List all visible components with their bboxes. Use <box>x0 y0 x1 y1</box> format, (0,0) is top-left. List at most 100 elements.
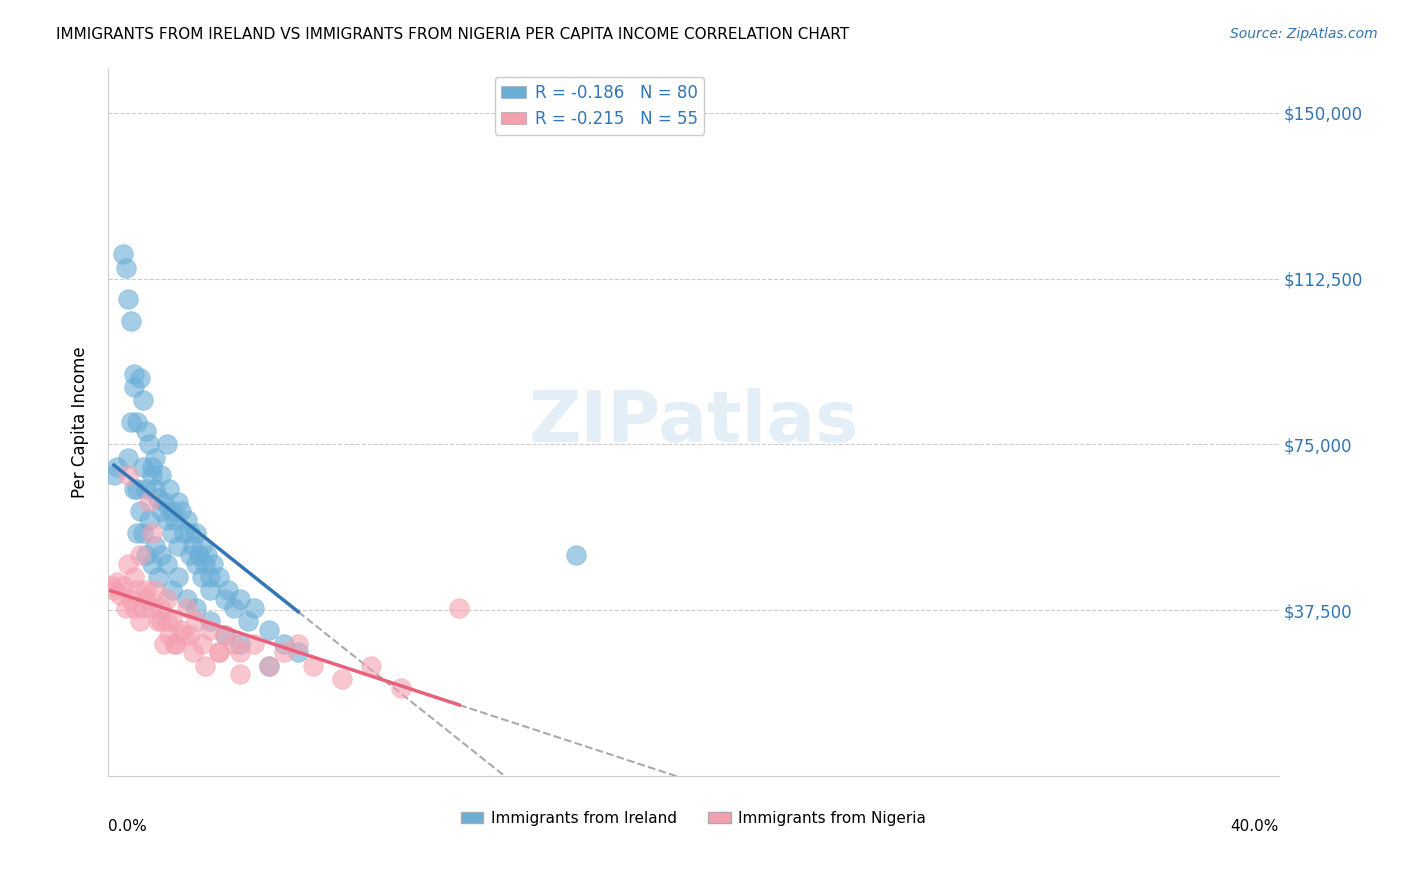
Point <box>167 570 190 584</box>
Point <box>208 570 231 584</box>
Point <box>135 548 157 562</box>
Point <box>124 380 146 394</box>
Point <box>214 592 236 607</box>
Point <box>143 583 166 598</box>
Point <box>257 658 280 673</box>
Point <box>146 570 169 584</box>
Text: 40.0%: 40.0% <box>1230 819 1278 834</box>
Point <box>155 437 177 451</box>
Text: Source: ZipAtlas.com: Source: ZipAtlas.com <box>1230 27 1378 41</box>
Point <box>111 247 134 261</box>
Text: ZIPatlas: ZIPatlas <box>529 388 859 457</box>
Point <box>152 636 174 650</box>
Point <box>152 495 174 509</box>
Point <box>170 624 193 638</box>
Point <box>228 636 250 650</box>
Point <box>330 672 353 686</box>
Point <box>143 450 166 465</box>
Point <box>124 367 146 381</box>
Point <box>208 645 231 659</box>
Point <box>165 636 187 650</box>
Point <box>149 548 172 562</box>
Point <box>179 548 201 562</box>
Point <box>135 482 157 496</box>
Point <box>208 645 231 659</box>
Point <box>124 601 146 615</box>
Point <box>129 548 152 562</box>
Point <box>124 482 146 496</box>
Point <box>190 539 212 553</box>
Point <box>167 539 190 553</box>
Point <box>149 615 172 629</box>
Point <box>117 450 139 465</box>
Point <box>167 495 190 509</box>
Text: IMMIGRANTS FROM IRELAND VS IMMIGRANTS FROM NIGERIA PER CAPITA INCOME CORRELATION: IMMIGRANTS FROM IRELAND VS IMMIGRANTS FR… <box>56 27 849 42</box>
Point <box>181 645 204 659</box>
Point <box>103 468 125 483</box>
Point <box>141 459 163 474</box>
Point <box>214 627 236 641</box>
Point <box>200 570 222 584</box>
Point <box>184 615 207 629</box>
Point <box>165 636 187 650</box>
Point <box>162 615 184 629</box>
Point <box>127 583 149 598</box>
Point <box>159 482 181 496</box>
Point <box>103 583 125 598</box>
Point <box>179 627 201 641</box>
Point <box>120 415 142 429</box>
Point <box>138 437 160 451</box>
Point <box>302 658 325 673</box>
Point <box>193 658 215 673</box>
Point <box>190 570 212 584</box>
Point <box>243 601 266 615</box>
Point <box>190 636 212 650</box>
Point <box>565 548 588 562</box>
Point <box>100 579 122 593</box>
Point <box>155 557 177 571</box>
Point <box>273 645 295 659</box>
Point <box>214 627 236 641</box>
Point <box>228 592 250 607</box>
Point <box>127 415 149 429</box>
Point <box>273 636 295 650</box>
Point <box>193 557 215 571</box>
Point <box>162 504 184 518</box>
Point <box>132 601 155 615</box>
Point <box>173 627 195 641</box>
Point <box>143 539 166 553</box>
Point <box>138 495 160 509</box>
Point <box>149 468 172 483</box>
Point <box>127 482 149 496</box>
Point <box>287 645 309 659</box>
Point <box>141 557 163 571</box>
Point <box>176 592 198 607</box>
Point <box>228 645 250 659</box>
Point <box>228 667 250 681</box>
Point <box>111 579 134 593</box>
Point <box>217 583 239 598</box>
Point <box>138 513 160 527</box>
Point <box>165 513 187 527</box>
Point <box>159 627 181 641</box>
Point <box>120 592 142 607</box>
Point <box>200 624 222 638</box>
Point <box>257 658 280 673</box>
Point <box>287 636 309 650</box>
Y-axis label: Per Capita Income: Per Capita Income <box>72 347 89 498</box>
Point <box>141 601 163 615</box>
Point <box>360 658 382 673</box>
Point <box>143 482 166 496</box>
Point <box>200 615 222 629</box>
Point <box>135 424 157 438</box>
Point <box>127 525 149 540</box>
Point <box>149 504 172 518</box>
Point <box>129 615 152 629</box>
Point <box>200 583 222 598</box>
Point <box>146 491 169 505</box>
Point <box>117 557 139 571</box>
Legend: Immigrants from Ireland, Immigrants from Nigeria: Immigrants from Ireland, Immigrants from… <box>454 805 932 832</box>
Point <box>108 588 131 602</box>
Point <box>132 393 155 408</box>
Point <box>141 525 163 540</box>
